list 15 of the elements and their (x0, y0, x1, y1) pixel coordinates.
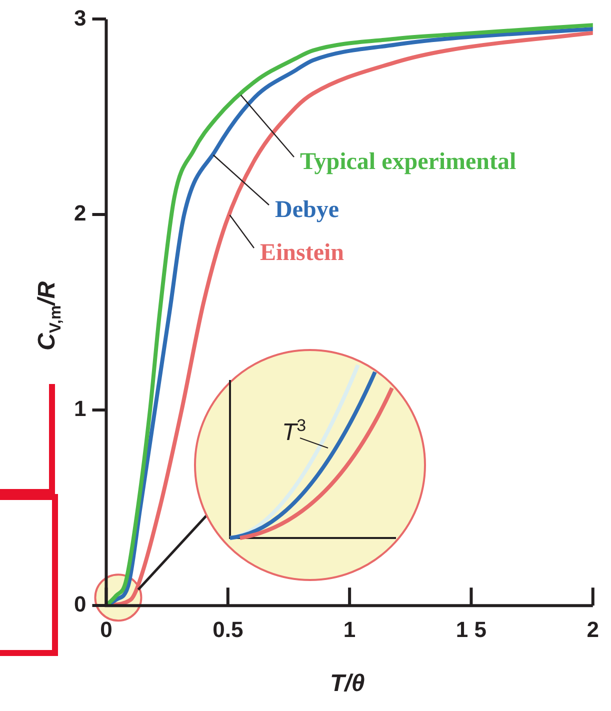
x-tick-label: 2 (586, 616, 600, 642)
series-label: Einstein (260, 240, 344, 266)
text: Debye (275, 197, 340, 224)
y-tick-label: 3 (74, 5, 86, 30)
x-tick-label: 1 5 (456, 616, 487, 642)
text: Typical experimental (300, 149, 517, 176)
annotation: T$^{3}$ (282, 416, 306, 446)
y-tick-label: 0 (74, 592, 86, 617)
x-tick-label: 0.5 (212, 616, 244, 642)
y-tick-label: 1 (74, 396, 86, 422)
x-tick-label: 0 (100, 616, 112, 642)
magnified-inset: T$^{3}$ (194, 349, 426, 581)
x-axis-title: T/θ (330, 670, 365, 698)
y-tick-label: 2 (74, 200, 86, 226)
x-tick-label: 1 (343, 616, 356, 642)
